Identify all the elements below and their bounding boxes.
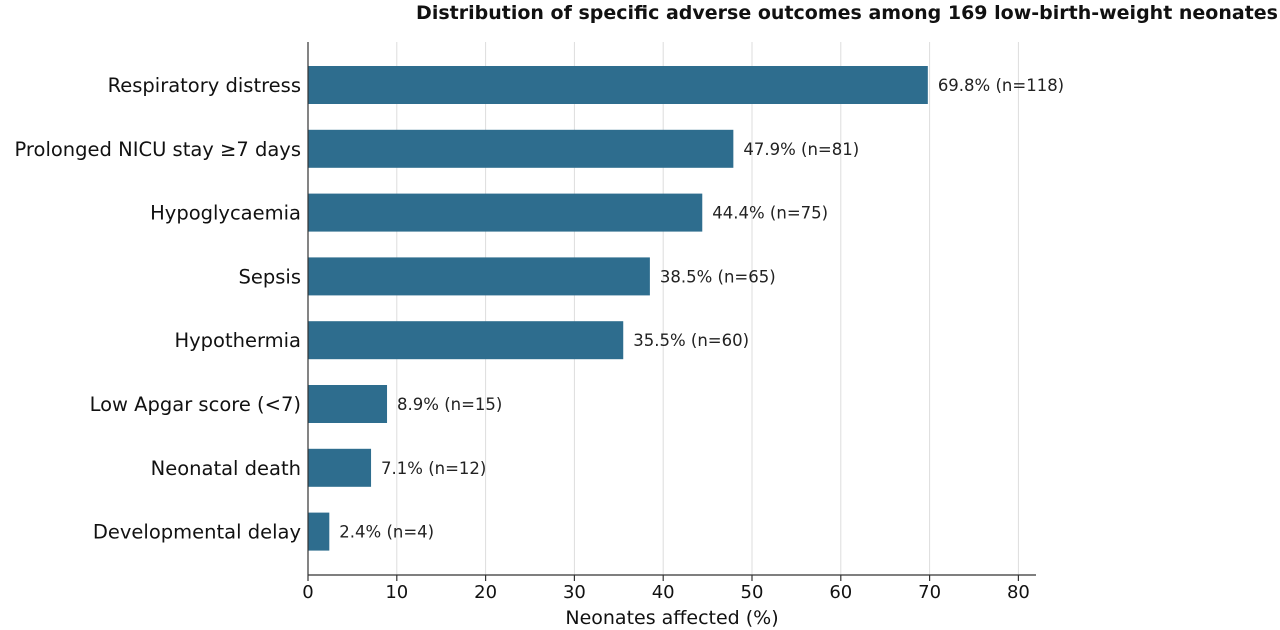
data-label: 35.5% (n=60) — [633, 331, 749, 350]
bar — [308, 129, 734, 168]
category-label: Hypoglycaemia — [150, 202, 301, 225]
x-tick-label: 80 — [1007, 582, 1030, 603]
data-label: 44.4% (n=75) — [712, 204, 828, 223]
data-label: 7.1% (n=12) — [381, 459, 486, 478]
bars-layer — [308, 66, 928, 551]
bar — [308, 257, 650, 296]
data-label: 8.9% (n=15) — [397, 395, 502, 414]
bar — [308, 448, 372, 487]
x-tick-label: 50 — [741, 582, 764, 603]
x-tick-label: 0 — [302, 582, 313, 603]
x-tick-label: 10 — [385, 582, 408, 603]
x-axis-title: Neonates affected (%) — [565, 607, 778, 629]
bar — [308, 66, 928, 104]
category-label: Neonatal death — [151, 457, 301, 480]
data-label: 47.9% (n=81) — [743, 140, 859, 159]
data-label: 2.4% (n=4) — [339, 523, 434, 542]
x-tick-label: 70 — [918, 582, 941, 603]
bar — [308, 321, 624, 360]
category-label: Low Apgar score (<7) — [90, 393, 301, 416]
chart-title: Distribution of specific adverse outcome… — [416, 2, 1278, 24]
data-label: 38.5% (n=65) — [660, 267, 776, 286]
x-tick-label: 20 — [474, 582, 497, 603]
x-tick-label: 30 — [563, 582, 586, 603]
bar — [308, 193, 703, 232]
bar — [308, 512, 330, 551]
category-label: Prolonged NICU stay ≥7 days — [15, 138, 301, 161]
data-label: 69.8% (n=118) — [938, 76, 1064, 95]
grid-layer — [396, 42, 1019, 575]
axis-layer: 0 10 20 30 40 50 60 70 80 — [302, 42, 1036, 603]
x-tick-label: 60 — [829, 582, 852, 603]
category-label: Developmental delay — [93, 521, 301, 544]
x-tick-label: 40 — [652, 582, 675, 603]
labels-layer: Respiratory distress 69.8% (n=118) Prolong… — [15, 74, 1065, 544]
category-label: Respiratory distress — [108, 74, 301, 97]
bar — [308, 385, 388, 423]
category-label: Hypothermia — [174, 329, 301, 352]
category-label: Sepsis — [239, 265, 302, 288]
